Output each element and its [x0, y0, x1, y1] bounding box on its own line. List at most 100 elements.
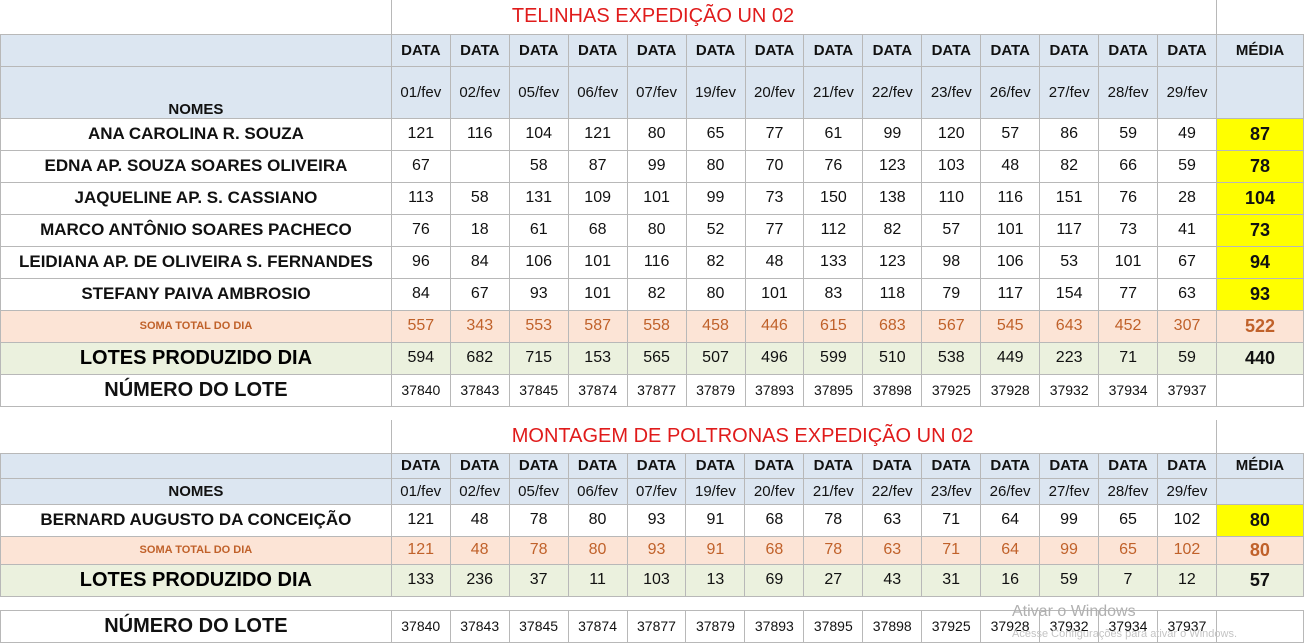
value-cell[interactable]: 123 — [862, 245, 923, 279]
soma-media[interactable]: 522 — [1216, 309, 1304, 343]
value-cell[interactable]: 91 — [685, 503, 746, 537]
value-cell[interactable]: 76 — [390, 213, 451, 247]
value-cell[interactable]: 123 — [862, 149, 923, 183]
date-header[interactable]: 07/fev — [626, 65, 687, 119]
lotes-label[interactable]: LOTES PRODUZIDO DIA — [0, 563, 392, 597]
value-cell[interactable]: 101 — [1098, 245, 1159, 279]
lotes-cell[interactable]: 11 — [567, 563, 628, 597]
value-cell[interactable]: 101 — [567, 245, 628, 279]
value-cell[interactable]: 83 — [803, 277, 864, 311]
lote-number-cell[interactable]: 37843 — [449, 609, 510, 643]
title-spacer[interactable] — [0, 0, 392, 34]
value-cell[interactable]: 96 — [390, 245, 451, 279]
data-header[interactable]: DATA — [803, 452, 864, 479]
value-cell[interactable]: 66 — [1098, 149, 1159, 183]
media-cell[interactable]: 94 — [1216, 245, 1304, 279]
soma-cell[interactable]: 557 — [390, 309, 451, 343]
soma-cell[interactable]: 78 — [803, 535, 864, 565]
title-spacer[interactable] — [0, 420, 392, 453]
header-blank[interactable] — [0, 452, 392, 479]
value-cell[interactable]: 78 — [803, 503, 864, 537]
value-cell[interactable]: 112 — [803, 213, 864, 247]
date-header[interactable]: 05/fev — [508, 477, 569, 505]
value-cell[interactable]: 52 — [685, 213, 746, 247]
lotes-media[interactable]: 57 — [1215, 563, 1304, 597]
data-header[interactable]: DATA — [390, 33, 451, 67]
lote-number-cell[interactable]: 37898 — [862, 373, 923, 407]
data-header[interactable]: DATA — [1157, 33, 1217, 67]
value-cell[interactable]: 101 — [980, 213, 1041, 247]
value-cell[interactable]: 116 — [980, 181, 1041, 215]
data-header[interactable]: DATA — [1156, 452, 1217, 479]
data-header[interactable]: DATA — [508, 452, 569, 479]
data-header[interactable]: DATA — [980, 33, 1041, 67]
value-cell[interactable]: 77 — [744, 117, 805, 151]
value-cell[interactable]: 58 — [449, 181, 510, 215]
value-cell[interactable]: 102 — [1156, 503, 1217, 537]
date-header[interactable]: 02/fev — [449, 65, 510, 119]
soma-cell[interactable]: 452 — [1098, 309, 1159, 343]
soma-cell[interactable]: 78 — [508, 535, 569, 565]
lote-number-cell[interactable]: 37893 — [744, 373, 805, 407]
data-header[interactable]: DATA — [626, 452, 687, 479]
data-header[interactable]: DATA — [1039, 452, 1100, 479]
data-header[interactable]: DATA — [449, 33, 510, 67]
lote-blank[interactable] — [1216, 373, 1304, 407]
lote-number-cell[interactable]: 37937 — [1156, 609, 1217, 643]
lotes-media[interactable]: 440 — [1216, 341, 1304, 375]
value-cell[interactable]: 99 — [862, 117, 923, 151]
date-header[interactable]: 27/fev — [1039, 65, 1100, 119]
soma-cell[interactable]: 558 — [626, 309, 687, 343]
lotes-cell[interactable]: 565 — [626, 341, 687, 375]
value-cell[interactable]: 68 — [744, 503, 805, 537]
date-header[interactable]: 23/fev — [921, 65, 982, 119]
value-cell[interactable]: 65 — [1098, 503, 1158, 537]
date-header[interactable]: 28/fev — [1098, 65, 1159, 119]
media-cell[interactable]: 93 — [1216, 277, 1304, 311]
lote-number-cell[interactable]: 37934 — [1098, 373, 1159, 407]
media-cell[interactable]: 80 — [1215, 503, 1304, 537]
lotes-cell[interactable]: 507 — [685, 341, 746, 375]
lotes-cell[interactable]: 236 — [449, 563, 510, 597]
data-header[interactable]: DATA — [567, 33, 628, 67]
value-cell[interactable]: 120 — [921, 117, 982, 151]
value-cell[interactable]: 109 — [567, 181, 628, 215]
lotes-cell[interactable]: 715 — [508, 341, 569, 375]
lote-number-cell[interactable]: 37874 — [567, 373, 628, 407]
value-cell[interactable]: 58 — [508, 149, 569, 183]
soma-cell[interactable]: 71 — [921, 535, 982, 565]
value-cell[interactable]: 28 — [1157, 181, 1217, 215]
lote-number-cell[interactable]: 37874 — [567, 609, 628, 643]
value-cell[interactable]: 99 — [1039, 503, 1100, 537]
value-cell[interactable]: 101 — [626, 181, 687, 215]
date-header[interactable]: 26/fev — [980, 65, 1041, 119]
date-header[interactable]: 05/fev — [508, 65, 569, 119]
date-header[interactable]: 02/fev — [449, 477, 510, 505]
lote-number-cell[interactable]: 37934 — [1098, 609, 1158, 643]
lote-number-cell[interactable]: 37840 — [390, 609, 451, 643]
value-cell[interactable]: 82 — [1039, 149, 1100, 183]
value-cell[interactable]: 80 — [626, 213, 687, 247]
value-cell[interactable]: 63 — [1157, 277, 1217, 311]
value-cell[interactable]: 67 — [1157, 245, 1217, 279]
lote-number-cell[interactable]: 37843 — [449, 373, 510, 407]
value-cell[interactable]: 76 — [1098, 181, 1159, 215]
value-cell[interactable]: 116 — [626, 245, 687, 279]
nomes-header[interactable]: NOMES — [0, 65, 392, 119]
soma-cell[interactable]: 683 — [862, 309, 923, 343]
value-cell[interactable]: 57 — [980, 117, 1041, 151]
lote-number-cell[interactable]: 37879 — [685, 373, 746, 407]
lote-blank[interactable] — [1215, 609, 1304, 643]
media-cell[interactable]: 104 — [1216, 181, 1304, 215]
data-header[interactable]: DATA — [921, 33, 982, 67]
value-cell[interactable]: 84 — [390, 277, 451, 311]
value-cell[interactable]: 41 — [1157, 213, 1217, 247]
data-header[interactable]: DATA — [508, 33, 569, 67]
media-cell[interactable]: 78 — [1216, 149, 1304, 183]
lotes-cell[interactable]: 59 — [1039, 563, 1100, 597]
value-cell[interactable]: 121 — [390, 503, 451, 537]
value-cell[interactable]: 82 — [862, 213, 923, 247]
soma-cell[interactable]: 446 — [744, 309, 805, 343]
lote-number-cell[interactable]: 37937 — [1157, 373, 1217, 407]
soma-cell[interactable]: 615 — [803, 309, 864, 343]
